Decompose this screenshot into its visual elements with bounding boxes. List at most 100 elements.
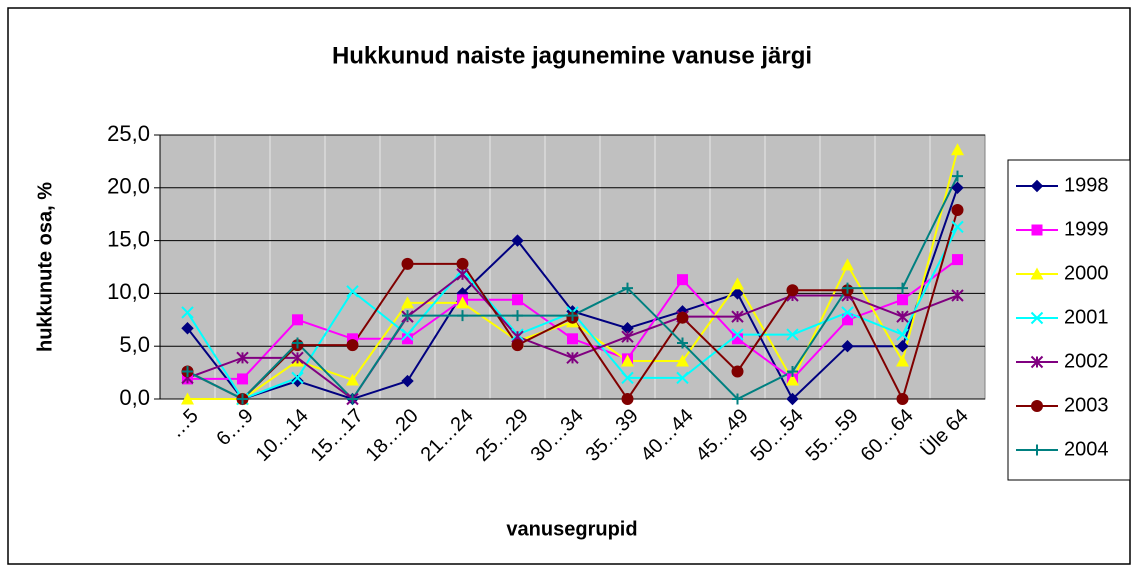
marker	[841, 306, 854, 319]
marker	[181, 306, 194, 319]
marker	[512, 294, 523, 306]
chart-title: Hukkunud naiste jagunemine vanuse järgi	[332, 42, 812, 69]
marker	[401, 296, 414, 309]
marker	[511, 339, 524, 352]
marker	[951, 220, 964, 234]
marker	[896, 339, 909, 353]
marker	[237, 373, 248, 385]
marker	[731, 310, 744, 323]
legend-label: 2001	[1064, 306, 1109, 328]
marker	[182, 366, 193, 378]
marker	[1030, 311, 1044, 325]
marker	[896, 328, 909, 341]
marker	[567, 310, 578, 322]
marker	[786, 373, 799, 386]
y-tick-label: 20,0	[107, 174, 150, 199]
marker	[456, 257, 469, 270]
marker	[731, 328, 744, 341]
marker	[346, 339, 359, 352]
marker	[1031, 444, 1043, 456]
marker	[457, 310, 468, 322]
marker	[1030, 179, 1044, 193]
marker	[731, 287, 744, 300]
marker	[236, 351, 249, 365]
marker	[237, 393, 248, 405]
marker	[401, 257, 414, 270]
marker	[841, 339, 854, 353]
marker	[621, 393, 634, 405]
marker	[181, 322, 194, 335]
marker	[786, 328, 799, 341]
y-tick-label: 5,0	[119, 332, 150, 357]
y-axis-title: hukkunute osa, %	[34, 182, 56, 352]
marker	[346, 285, 359, 298]
marker	[841, 258, 854, 271]
y-tick-label: 15,0	[107, 226, 150, 251]
marker	[347, 393, 358, 405]
marker	[952, 254, 963, 266]
marker	[1030, 355, 1044, 369]
marker	[511, 234, 524, 247]
marker	[346, 373, 359, 386]
marker	[1031, 400, 1043, 412]
y-tick-label: 10,0	[107, 279, 150, 304]
marker	[786, 392, 799, 406]
marker	[787, 366, 798, 378]
marker	[896, 310, 909, 323]
marker	[731, 277, 744, 290]
marker	[676, 311, 689, 324]
y-tick-label: 0,0	[119, 385, 150, 410]
marker	[951, 181, 964, 195]
x-axis-title: vanusegrupid	[506, 518, 637, 540]
marker	[677, 337, 688, 349]
marker	[896, 354, 909, 367]
marker	[1030, 267, 1044, 280]
legend-label: 1999	[1064, 218, 1109, 240]
marker	[291, 371, 304, 385]
marker	[621, 354, 634, 367]
marker	[897, 294, 908, 306]
marker	[347, 333, 358, 345]
marker	[896, 393, 909, 405]
marker	[676, 371, 689, 385]
marker	[512, 310, 523, 322]
legend-label: 2003	[1064, 394, 1109, 416]
marker	[291, 374, 304, 388]
marker	[842, 282, 853, 294]
marker	[621, 330, 634, 343]
marker	[401, 328, 414, 341]
marker	[456, 296, 469, 309]
legend-label: 1998	[1064, 174, 1109, 196]
marker	[401, 374, 414, 388]
marker	[292, 314, 303, 326]
marker	[732, 393, 743, 405]
marker	[842, 314, 853, 326]
marker	[952, 170, 963, 182]
marker	[566, 351, 579, 365]
marker	[786, 284, 799, 297]
marker	[951, 143, 964, 156]
y-tick-label: 25,0	[107, 121, 150, 146]
legend-box	[1007, 159, 1131, 481]
marker	[621, 371, 634, 385]
marker	[951, 289, 964, 302]
marker	[951, 203, 964, 216]
marker	[732, 333, 743, 345]
marker	[402, 310, 413, 322]
marker	[731, 365, 744, 378]
marker	[291, 351, 304, 365]
marker	[402, 333, 413, 345]
legend-label: 2004	[1064, 438, 1109, 460]
marker	[676, 354, 689, 367]
legend-label: 2000	[1064, 262, 1109, 284]
marker	[1031, 224, 1043, 236]
marker	[622, 282, 633, 294]
marker	[897, 282, 908, 294]
marker	[181, 392, 194, 405]
marker	[677, 274, 688, 286]
marker	[456, 268, 469, 281]
marker	[567, 333, 578, 345]
legend-label: 2002	[1064, 350, 1109, 372]
marker	[292, 337, 303, 349]
